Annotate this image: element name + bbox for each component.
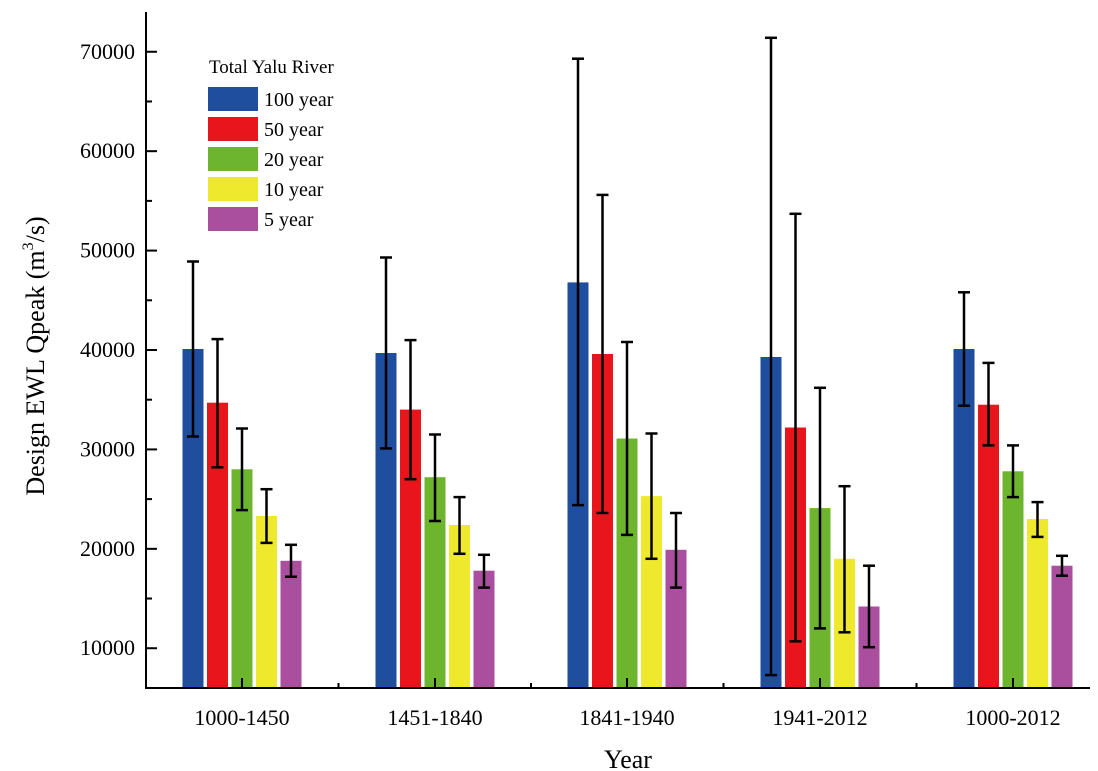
bar <box>1051 565 1073 688</box>
bar <box>473 570 495 688</box>
y-axis-label-main: Design EWL Qpeak (m <box>21 250 50 495</box>
legend-swatch <box>208 147 258 171</box>
bar <box>1002 471 1024 688</box>
x-tick-label: 1000-1450 <box>194 705 289 730</box>
bar <box>207 402 228 688</box>
y-axis-label-superscript: 3 <box>20 242 37 250</box>
bar <box>953 349 975 688</box>
x-tick-label: 1000-2012 <box>965 705 1060 730</box>
y-tick-label: 50000 <box>80 238 135 263</box>
bar <box>182 349 204 688</box>
bar <box>375 353 397 688</box>
x-axis-label: Year <box>604 745 652 771</box>
legend-swatch <box>208 177 258 201</box>
x-tick-label: 1941-2012 <box>772 705 867 730</box>
bar <box>449 525 470 688</box>
bar <box>592 354 613 688</box>
legend-label: 50 year <box>264 119 324 141</box>
bar <box>665 549 687 688</box>
x-ticks: 1000-1450 1451-1840 1841-1940 1941-2012 1000… <box>194 678 1061 730</box>
bar <box>231 469 253 688</box>
bar <box>1027 519 1048 688</box>
x-tick-label: 1451-1840 <box>387 705 482 730</box>
y-ticks: 10000 20000 30000 40000 50000 60000 70000 <box>80 39 157 660</box>
legend-swatch <box>208 117 258 141</box>
bar <box>424 477 446 688</box>
error-bars-layer <box>187 36 1068 677</box>
y-tick-label: 20000 <box>80 536 135 561</box>
legend-label: 20 year <box>264 149 324 171</box>
legend-label: 100 year <box>264 89 334 111</box>
legend-label: 10 year <box>264 179 324 201</box>
bar <box>616 438 638 688</box>
legend-label: 5 year <box>264 209 314 231</box>
y-tick-label: 40000 <box>80 337 135 362</box>
y-tick-label: 60000 <box>80 138 135 163</box>
y-tick-label: 70000 <box>80 39 135 64</box>
x-tick-label: 1841-1940 <box>579 705 674 730</box>
legend-swatch <box>208 207 258 231</box>
legend: Total Yalu River 100 year 50 year 20 year 1… <box>208 57 334 231</box>
legend-swatch <box>208 87 258 111</box>
bar <box>280 560 302 688</box>
bar <box>978 404 999 688</box>
y-tick-label: 30000 <box>80 436 135 461</box>
y-axis-label-tail: /s) <box>21 216 50 242</box>
bar <box>641 496 662 688</box>
bar <box>256 516 277 688</box>
y-axis-label: Design EWL Qpeak (m3/s) <box>20 216 50 495</box>
legend-title: Total Yalu River <box>209 57 334 78</box>
y-tick-label: 10000 <box>80 635 135 660</box>
